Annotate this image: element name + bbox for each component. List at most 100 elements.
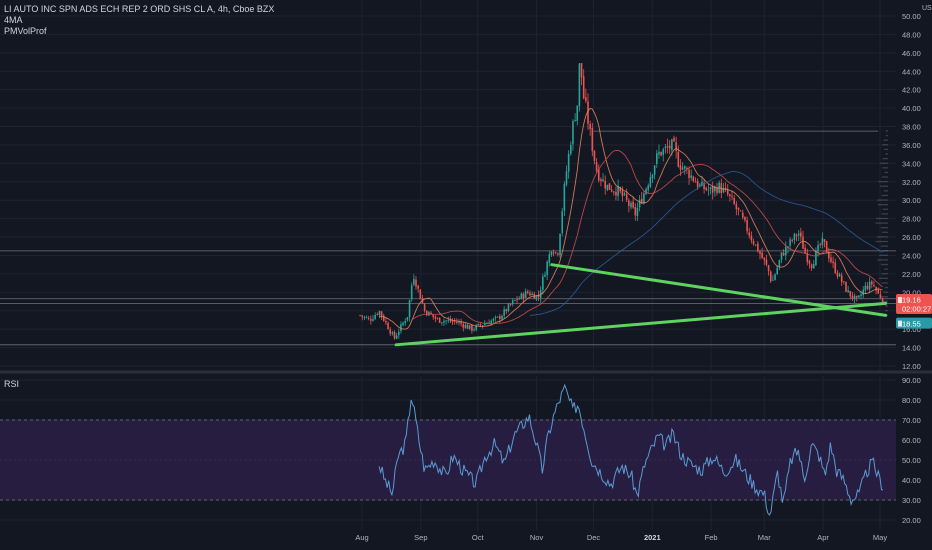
candle-body — [509, 304, 512, 305]
candle-body — [574, 120, 576, 122]
trendline[interactable] — [394, 301, 888, 347]
volume-profile-bar — [880, 245, 888, 247]
candle-body — [750, 235, 753, 241]
candle-body — [879, 294, 882, 299]
candle-body — [576, 105, 579, 122]
candle-body — [877, 289, 880, 294]
candle-body — [430, 312, 432, 315]
candle-body — [374, 315, 376, 319]
candle-body — [785, 246, 787, 256]
candle-body — [772, 279, 774, 281]
candle-body — [402, 322, 404, 326]
indicator-4ma-label[interactable]: 4MA — [4, 15, 23, 25]
candle-body — [623, 193, 626, 195]
candle-body — [855, 295, 858, 298]
volume-profile-bar — [881, 282, 888, 284]
candle-body — [443, 320, 445, 323]
price-axis-tick-label: 22.00 — [902, 270, 921, 279]
candle-body — [821, 237, 824, 245]
candle-body — [673, 137, 675, 142]
candle-body — [832, 261, 834, 264]
candle-body — [585, 97, 587, 102]
candle-body — [709, 187, 712, 190]
price-axis-tick-label: 42.00 — [902, 86, 921, 95]
candle-body — [367, 318, 370, 319]
time-axis-tick-label: Aug — [355, 533, 368, 542]
candle-body — [705, 187, 708, 190]
price-axis-unit: USD — [922, 5, 932, 12]
rsi-line[interactable] — [378, 383, 884, 516]
time-axis-tick-label: Feb — [705, 533, 718, 542]
candle-body — [737, 207, 740, 210]
candle-body — [752, 240, 755, 245]
rsi-panel-label[interactable]: RSI — [4, 379, 20, 389]
candle-body — [625, 194, 628, 200]
candle-body — [449, 319, 452, 322]
candle-body — [746, 220, 748, 232]
secondary-price-badge[interactable] — [896, 317, 932, 329]
volume-profile-bar — [885, 153, 888, 155]
candle-body — [565, 171, 568, 185]
candle-body — [656, 153, 658, 165]
volume-profile-bar — [884, 148, 888, 151]
candle-body — [473, 329, 475, 331]
indicator-pmvolprof-label[interactable]: PMVolProf — [4, 26, 47, 36]
candle-body — [531, 293, 533, 296]
candle-body — [370, 319, 372, 321]
candle-body — [546, 261, 548, 276]
volume-profile-bar — [877, 259, 888, 261]
candle-body — [376, 314, 379, 316]
candle-body — [765, 259, 768, 265]
last-price-badge[interactable] — [896, 294, 932, 315]
candle-body — [550, 251, 553, 255]
candle-body — [735, 204, 738, 209]
candle-body — [701, 181, 703, 186]
candle-body — [468, 325, 471, 329]
candle-body — [436, 318, 439, 320]
candle-body — [688, 169, 690, 178]
volume-profile-bar — [881, 273, 888, 275]
price-axis-tick-label: 14.00 — [902, 344, 921, 353]
candle-body — [490, 320, 493, 325]
candle-body — [447, 319, 450, 321]
candle-body — [789, 239, 791, 246]
candle-body — [757, 243, 759, 252]
candle-body — [699, 184, 701, 186]
candle-body — [600, 179, 602, 181]
time-axis-tick-label: Dec — [587, 533, 601, 542]
candle-body — [664, 146, 667, 148]
secondary-price-label: 18.55 — [902, 320, 921, 329]
candle-body — [423, 304, 426, 311]
candle-body — [597, 169, 600, 181]
candle-body — [535, 295, 538, 300]
candle-body — [860, 294, 862, 297]
candle-body — [729, 194, 731, 197]
candle-body — [843, 281, 845, 283]
candle-body — [582, 76, 585, 99]
symbol-title[interactable]: LI AUTO INC SPN ADS ECH REP 2 ORD SHS CL… — [4, 4, 275, 14]
candle-body — [524, 291, 527, 298]
candle-body — [578, 63, 581, 107]
candle-body — [563, 183, 566, 211]
candle-body — [731, 196, 733, 198]
volume-profile-bar — [881, 176, 888, 178]
candle-body — [559, 233, 561, 256]
candle-body — [649, 177, 652, 187]
candle-body — [516, 299, 518, 301]
price-axis-tick-label: 20.00 — [902, 288, 921, 297]
candle-body — [361, 315, 364, 317]
candle-body — [505, 309, 508, 312]
price-axis-tick-label: 32.00 — [902, 178, 921, 187]
candle-body — [477, 323, 480, 326]
candle-body — [881, 298, 884, 302]
candle-body — [466, 324, 469, 329]
candle-body — [404, 321, 407, 323]
candle-body — [557, 253, 559, 255]
candle-body — [544, 274, 546, 277]
candle-body — [542, 276, 544, 290]
candle-body — [696, 181, 699, 188]
trendline[interactable] — [550, 263, 888, 317]
candle-body — [703, 183, 705, 190]
bar-countdown-label: 02:00:27 — [902, 305, 931, 314]
